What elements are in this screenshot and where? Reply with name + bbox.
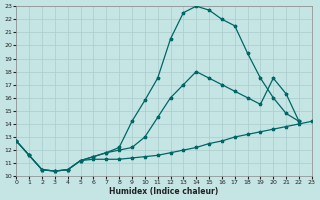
X-axis label: Humidex (Indice chaleur): Humidex (Indice chaleur): [109, 187, 219, 196]
